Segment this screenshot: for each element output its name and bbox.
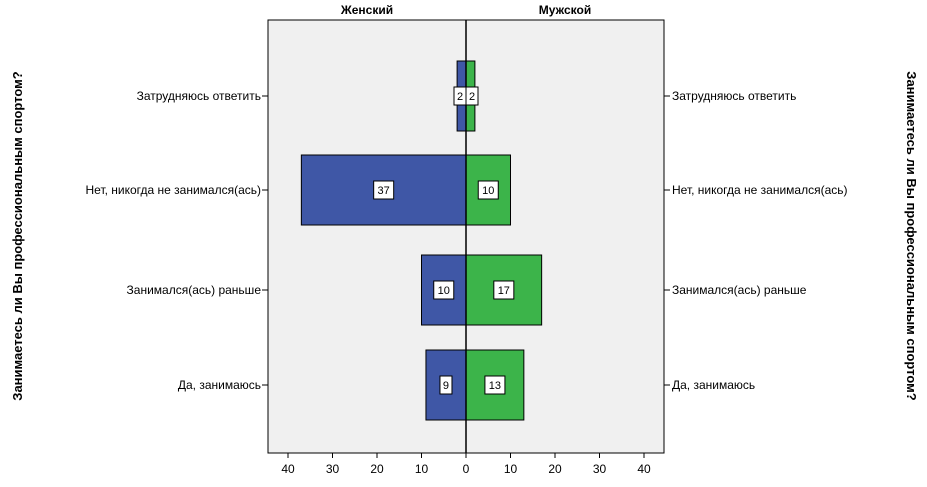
data-label-male-0: 2: [469, 91, 475, 103]
x-tick-label-1: 30: [326, 462, 340, 476]
x-tick-label-0: 40: [281, 462, 295, 476]
data-label-female-1: 37: [378, 185, 390, 197]
data-label-female-0: 2: [457, 91, 463, 103]
axis-title-left: Занимаетесь ли Вы профессиональным спорт…: [10, 71, 25, 400]
axis-title-right: Занимаетесь ли Вы профессиональным спорт…: [904, 71, 919, 400]
x-tick-label-6: 20: [548, 462, 562, 476]
data-label-male-1: 10: [482, 185, 494, 197]
bar-female-1: [300, 154, 467, 226]
category-label-left-0: Затрудняюсь ответить: [137, 89, 261, 103]
x-tick-label-2: 20: [370, 462, 384, 476]
category-label-right-1: Нет, никогда не занимался(ась): [672, 183, 848, 197]
x-tick-label-5: 10: [504, 462, 518, 476]
category-label-right-3: Да, занимаюсь: [672, 378, 755, 392]
x-tick-label-7: 30: [593, 462, 607, 476]
panel-title-female: Женский: [340, 3, 393, 17]
panel-title-male: Мужской: [539, 3, 591, 17]
data-label-female-2: 10: [438, 285, 450, 297]
category-label-right-2: Занимался(ась) раньше: [672, 283, 807, 297]
x-tick-label-8: 40: [637, 462, 651, 476]
data-label-box-female-1: [373, 180, 395, 200]
category-label-right-0: Затрудняюсь ответить: [672, 89, 796, 103]
x-tick-label-3: 10: [415, 462, 429, 476]
x-tick-label-4: 0: [463, 462, 470, 476]
data-label-box-male-0: [465, 86, 479, 106]
data-label-box-female-3: [439, 375, 453, 395]
data-label-male-3: 13: [489, 380, 501, 392]
category-label-left-1: Нет, никогда не занимался(ась): [86, 183, 262, 197]
data-label-female-3: 9: [443, 380, 449, 392]
category-label-left-2: Занимался(ась) раньше: [127, 283, 262, 297]
data-label-box-male-3: [484, 375, 506, 395]
data-label-box-male-2: [493, 280, 515, 300]
data-label-box-female-2: [433, 280, 455, 300]
category-label-left-3: Да, занимаюсь: [178, 378, 261, 392]
bar-male-1: [465, 154, 511, 226]
data-label-box-male-1: [477, 180, 499, 200]
data-label-male-2: 17: [498, 285, 510, 297]
